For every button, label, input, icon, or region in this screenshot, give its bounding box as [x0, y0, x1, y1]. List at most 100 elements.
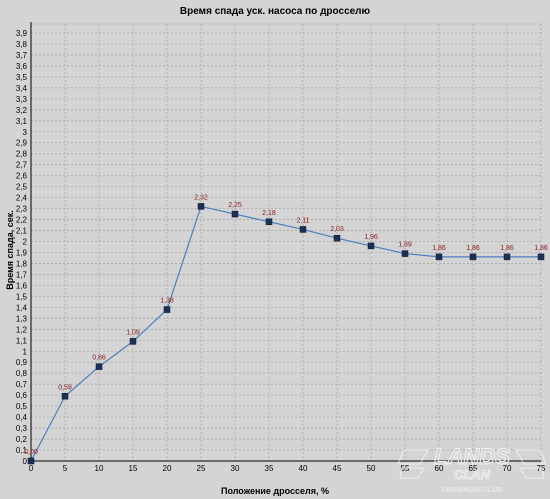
x-tick-label: 25: [197, 464, 206, 473]
x-tick-label: 50: [367, 464, 376, 473]
svg-text:CLAN: CLAN: [454, 467, 491, 482]
y-tick-label: 3,1: [16, 117, 28, 126]
y-tick-label: 3,6: [16, 62, 28, 71]
y-tick-label: 3,2: [16, 106, 28, 115]
data-label: 1,86: [534, 245, 548, 252]
data-label: 1,38: [160, 298, 174, 305]
y-tick-label: 2,1: [16, 227, 28, 236]
y-tick-label: 0,9: [16, 358, 28, 367]
y-tick-label: 1,8: [16, 259, 28, 268]
y-tick-label: 1,7: [16, 270, 28, 279]
y-tick-label: 2,5: [16, 183, 28, 192]
series-line: [30, 205, 541, 462]
y-tick-label: 1,3: [16, 314, 28, 323]
y-tick-label: 1: [23, 347, 28, 356]
y-tick-label: 0,8: [16, 369, 28, 378]
x-tick-label: 45: [333, 464, 342, 473]
x-tick-label: 60: [435, 464, 444, 473]
data-label: 2,18: [262, 210, 276, 217]
data-point-marker: [299, 226, 307, 233]
clan-logo-watermark: LANDS CLAN UKRAINIAN CLUB: [397, 438, 547, 494]
y-tick-label: 2,3: [16, 205, 28, 214]
data-point-marker: [469, 253, 477, 261]
y-tick-label: 2,2: [16, 216, 28, 225]
y-tick-label: 0,2: [16, 435, 28, 444]
data-label: 1,89: [398, 242, 412, 249]
y-tick-label: 1,9: [16, 248, 28, 257]
x-axis-label: Положение дросселя, %: [220, 486, 330, 496]
y-tick-label: 2,6: [16, 172, 28, 181]
grid-lines: [31, 23, 542, 461]
data-label: 0,86: [92, 355, 106, 362]
x-tick-label: 40: [299, 464, 308, 473]
data-point-marker: [27, 457, 35, 465]
x-tick-label: 65: [469, 464, 478, 473]
y-tick-label: 2: [23, 238, 28, 247]
x-tick-label: 35: [265, 464, 274, 473]
data-label: 2,25: [228, 202, 242, 209]
data-point-marker: [537, 253, 545, 261]
data-label: 0,00: [24, 449, 38, 456]
y-tick-label: 0,7: [16, 380, 28, 389]
x-tick-label: 30: [231, 464, 240, 473]
x-tick-label: 70: [503, 464, 512, 473]
y-tick-label: 2,7: [16, 161, 28, 170]
data-labels: 0,00 0,59 0,86 1,09 1,38 2,32 2,25 2,18 2,11 2,03…: [24, 194, 548, 456]
y-tick-label: 0,3: [16, 424, 28, 433]
data-point-marker: [163, 306, 171, 313]
x-tick-label: 0: [29, 464, 34, 473]
y-tick-label: 3,4: [16, 84, 28, 93]
chart-title: Время спада уск. насоса по дросселю: [179, 6, 371, 17]
x-tick-label: 10: [95, 464, 104, 473]
data-point-marker: [231, 210, 239, 218]
y-tick-label: 3,7: [16, 51, 28, 60]
data-point-marker: [61, 393, 69, 400]
x-tick-label: 15: [129, 464, 138, 473]
svg-text:UKRAINIAN CLUB: UKRAINIAN CLUB: [442, 487, 503, 494]
y-tick-label: 2,8: [16, 150, 28, 159]
y-tick-label: 3,5: [16, 73, 28, 82]
data-point-marker: [95, 363, 103, 370]
axes: [30, 22, 541, 462]
y-tick-label: 3: [23, 128, 28, 137]
y-tick-labels: 0 0,1 0,2 0,3 0,4 0,5 0,6 0,7 0,8 0,9 1 1,1 1,2 1,3 1,…: [16, 29, 28, 466]
y-tick-label: 3,9: [16, 29, 28, 38]
data-point-marker: [435, 253, 443, 261]
data-label: 1,96: [364, 234, 378, 241]
data-label: 2,03: [330, 226, 344, 233]
x-tick-label: 5: [63, 464, 68, 473]
y-tick-label: 1,6: [16, 281, 28, 290]
data-point-marker: [129, 338, 137, 345]
data-point-marker: [197, 203, 205, 210]
y-tick-label: 3,8: [16, 40, 28, 49]
data-label: 1,86: [466, 245, 480, 252]
data-label: 2,32: [194, 194, 208, 201]
x-tick-label: 20: [163, 464, 172, 473]
y-tick-label: 0,6: [16, 391, 28, 400]
data-point-marker: [503, 253, 511, 261]
y-tick-label: 3,3: [16, 95, 28, 104]
svg-text:LANDS: LANDS: [434, 444, 510, 469]
data-point-marker: [333, 234, 341, 242]
y-tick-label: 2,4: [16, 194, 28, 203]
y-tick-label: 1,2: [16, 325, 28, 334]
y-tick-label: 0,5: [16, 402, 28, 411]
data-label: 1,86: [432, 245, 446, 252]
data-label: 2,11: [296, 217, 309, 224]
y-tick-label: 1,5: [16, 292, 28, 301]
data-label: 1,09: [126, 329, 140, 336]
y-tick-label: 1,4: [16, 303, 28, 312]
data-point-marker: [367, 242, 375, 250]
series-polyline: [30, 205, 541, 462]
y-tick-label: 2,9: [16, 139, 28, 148]
data-point-marker: [265, 218, 273, 226]
data-markers: [27, 203, 545, 465]
y-tick-label: 0,1: [16, 446, 28, 455]
data-label: 0,59: [58, 384, 72, 391]
data-point-marker: [401, 250, 409, 257]
y-tick-label: 0,4: [16, 413, 28, 422]
data-label: 1,86: [500, 245, 514, 252]
y-tick-label: 0: [23, 457, 28, 466]
y-tick-label: 1,1: [16, 336, 28, 345]
